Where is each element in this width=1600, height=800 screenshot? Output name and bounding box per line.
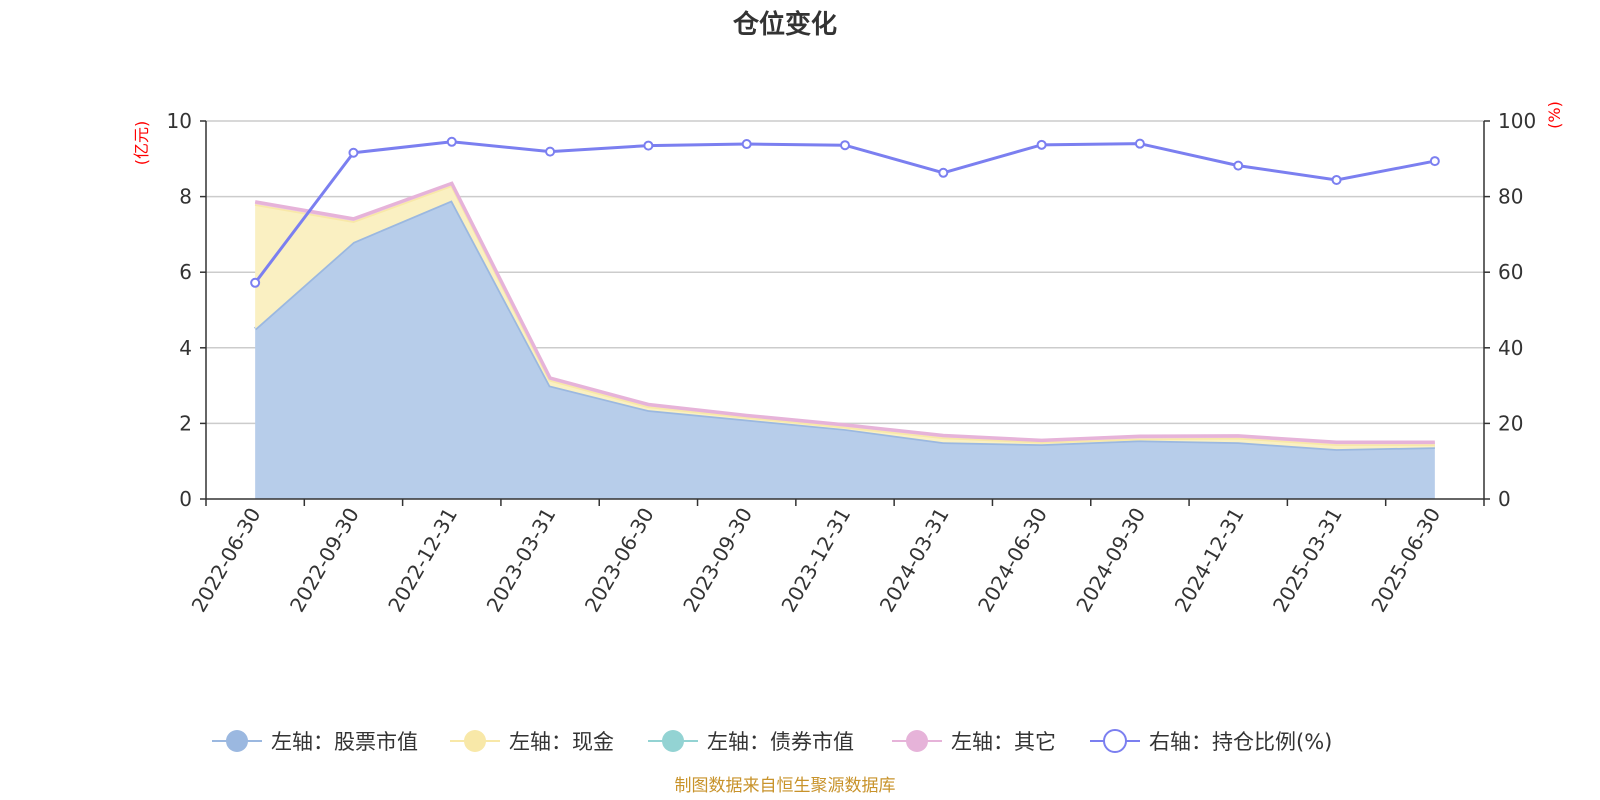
ratio-point — [1331, 174, 1342, 185]
legend-label: 左轴：债券市值 — [707, 730, 854, 754]
chart-title: 仓位变化 — [732, 9, 837, 40]
right-tick-label: 100 — [1498, 109, 1536, 133]
left-tick-label: 2 — [179, 411, 192, 435]
legend-marker — [1103, 729, 1127, 753]
x-tick-label: 2025-03-31 — [1268, 504, 1347, 617]
ratio-point — [545, 146, 556, 157]
right-tick-label: 60 — [1498, 260, 1523, 284]
ratio-line — [250, 136, 1440, 288]
right-axis-unit: (%) — [1545, 101, 1564, 129]
left-tick-label: 10 — [167, 109, 192, 133]
ratio-point — [446, 136, 457, 147]
area-series-1 — [255, 185, 1435, 450]
left-tick-label: 0 — [179, 487, 192, 511]
x-tick-label: 2024-03-31 — [875, 503, 954, 616]
x-tick-label: 2023-09-30 — [678, 504, 757, 617]
legend-label: 左轴：现金 — [509, 730, 614, 754]
ratio-point — [1134, 138, 1145, 149]
x-tick-label: 2024-09-30 — [1071, 504, 1150, 617]
stacked-areas — [253, 181, 1435, 499]
area-edge-series-3 — [254, 181, 1435, 445]
legend-label: 左轴：股票市值 — [271, 730, 418, 754]
legend-label: 左轴：其它 — [951, 730, 1056, 754]
right-tick-label: 0 — [1498, 487, 1511, 511]
right-tick-label: 80 — [1498, 185, 1523, 209]
x-tick-label: 2023-03-31 — [482, 504, 561, 617]
ratio-point — [1036, 139, 1047, 150]
legend: 左轴：股票市值 左轴：现金 左轴：债券市值 左轴：其它 右轴：持仓比例(%) — [212, 729, 1332, 754]
ratio-point — [938, 167, 949, 178]
x-tick-label: 2024-12-31 — [1170, 504, 1249, 617]
left-tick-label: 8 — [179, 185, 192, 209]
x-tick-label: 2022-06-30 — [187, 504, 266, 617]
right-tick-label: 20 — [1498, 411, 1523, 435]
legend-marker — [906, 730, 928, 752]
left-tick-label: 6 — [179, 260, 192, 284]
ratio-point — [348, 147, 359, 158]
ratio-point — [741, 139, 752, 150]
legend-marker — [226, 730, 248, 752]
area-series-0 — [255, 200, 1435, 499]
x-tick-label: 2023-12-31 — [776, 504, 855, 617]
x-tick-label: 2024-06-30 — [973, 504, 1052, 617]
x-tick-label: 2022-09-30 — [285, 504, 364, 617]
legend-label: 右轴：持仓比例(%) — [1149, 730, 1332, 754]
ratio-point — [840, 140, 850, 151]
left-tick-label: 4 — [179, 336, 192, 360]
right-tick-label: 40 — [1498, 336, 1523, 360]
x-tick-label: 2025-06-30 — [1366, 504, 1445, 617]
source-note: 制图数据来自恒生聚源数据库 — [675, 776, 896, 796]
legend-marker — [464, 730, 486, 752]
x-tick-label: 2022-12-31 — [383, 504, 462, 617]
left-axis-unit: (亿元) — [132, 121, 151, 166]
ratio-point — [1429, 156, 1440, 167]
legend-marker — [662, 730, 684, 752]
ratio-point — [250, 277, 261, 288]
ratio-point — [1233, 160, 1244, 171]
ratio-point — [643, 140, 654, 151]
x-tick-label: 2023-06-30 — [580, 504, 659, 617]
